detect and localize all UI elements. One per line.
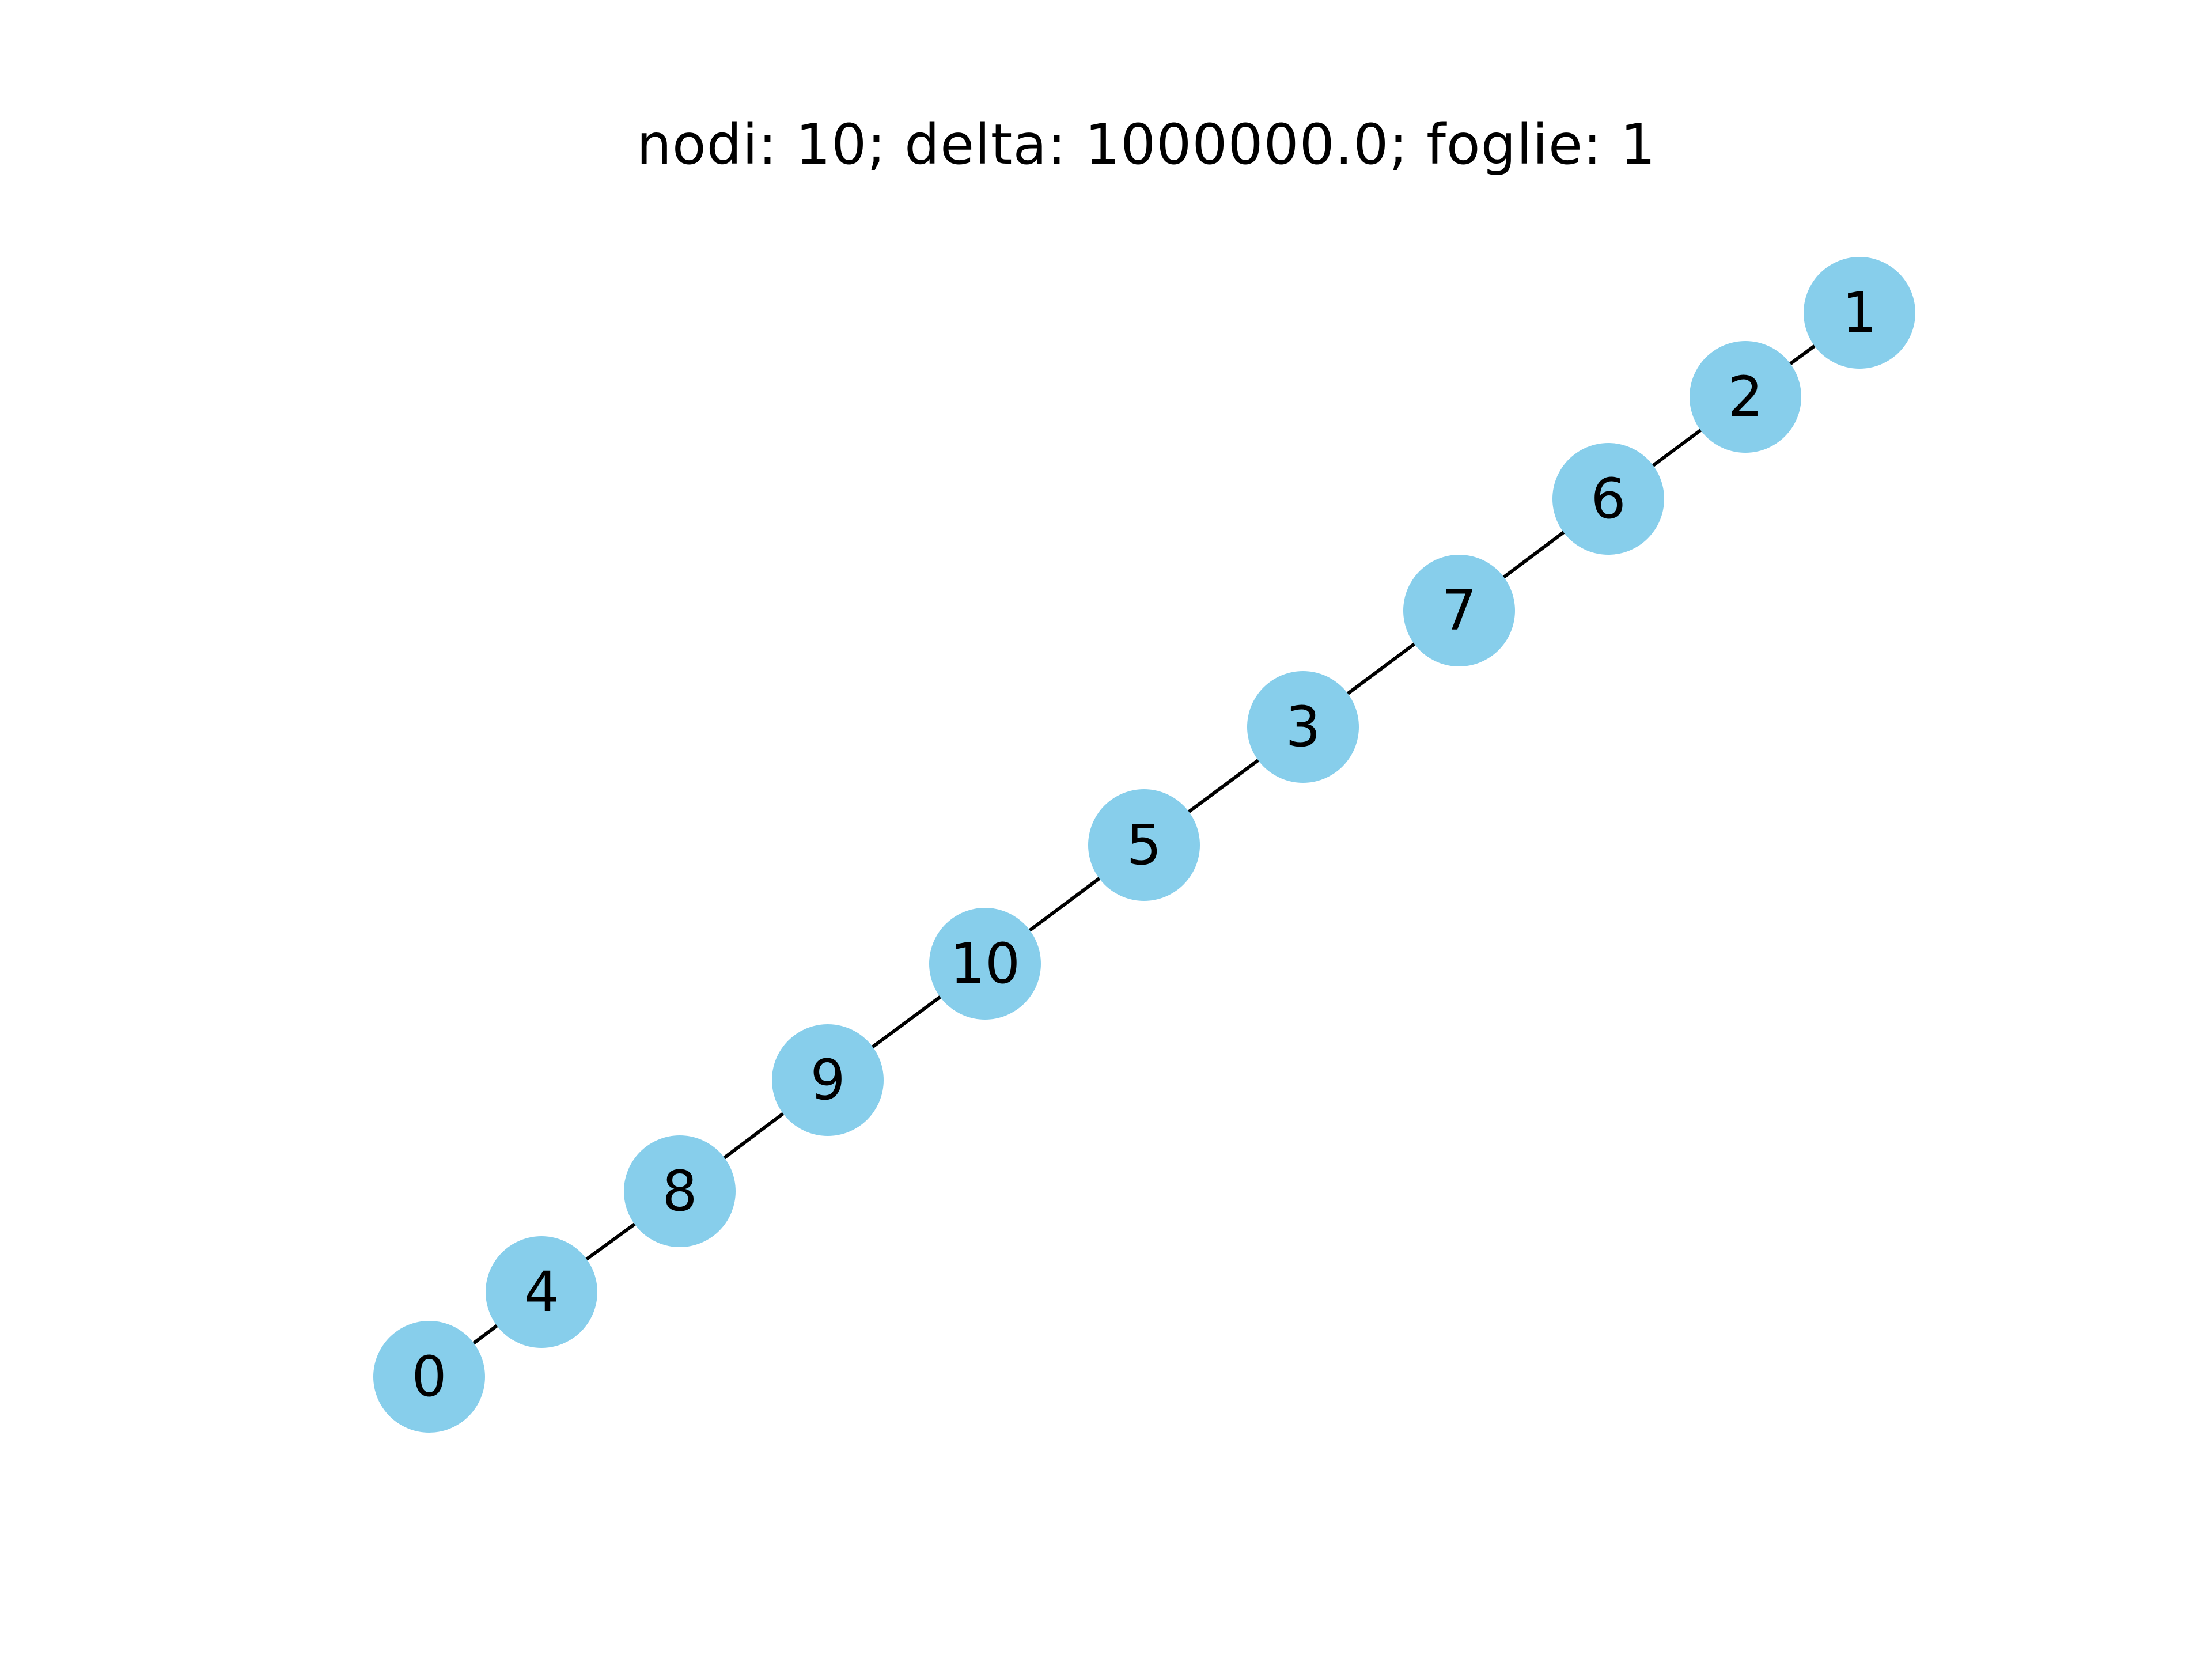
node-circle bbox=[1088, 789, 1200, 901]
node-circle bbox=[1247, 671, 1359, 783]
node-circle bbox=[1552, 443, 1664, 555]
node-7: 7 bbox=[1403, 555, 1515, 666]
node-circle bbox=[1403, 555, 1515, 666]
node-1: 1 bbox=[1804, 257, 1915, 369]
node-label: 5 bbox=[1126, 813, 1161, 877]
node-circle bbox=[1690, 341, 1801, 453]
node-4: 4 bbox=[486, 1236, 597, 1348]
node-label: 10 bbox=[950, 931, 1020, 996]
node-circle bbox=[486, 1236, 597, 1348]
node-circle bbox=[929, 908, 1041, 1020]
node-label: 6 bbox=[1590, 467, 1626, 531]
node-label: 3 bbox=[1285, 695, 1320, 759]
node-label: 4 bbox=[524, 1260, 559, 1324]
node-6: 6 bbox=[1552, 443, 1664, 555]
node-5: 5 bbox=[1088, 789, 1200, 901]
node-2: 2 bbox=[1690, 341, 1801, 453]
node-circle bbox=[772, 1024, 884, 1136]
node-label: 2 bbox=[1728, 365, 1763, 429]
node-8: 8 bbox=[624, 1135, 736, 1247]
node-label: 7 bbox=[1441, 578, 1476, 643]
diagram-title: nodi: 10; delta: 1000000.0; foglie: 1 bbox=[637, 112, 1656, 177]
node-circle bbox=[624, 1135, 736, 1247]
node-label: 8 bbox=[662, 1159, 697, 1224]
node-0: 0 bbox=[373, 1321, 485, 1433]
node-circle bbox=[373, 1321, 485, 1433]
node-circle bbox=[1804, 257, 1915, 369]
node-label: 1 bbox=[1842, 281, 1877, 345]
node-label: 0 bbox=[411, 1344, 446, 1409]
node-3: 3 bbox=[1247, 671, 1359, 783]
node-10: 10 bbox=[929, 908, 1041, 1020]
nodes-layer: 1 2 6 7 3 5 10 9 8 4 0 bbox=[373, 257, 1915, 1433]
node-label: 9 bbox=[810, 1048, 845, 1112]
node-9: 9 bbox=[772, 1024, 884, 1136]
